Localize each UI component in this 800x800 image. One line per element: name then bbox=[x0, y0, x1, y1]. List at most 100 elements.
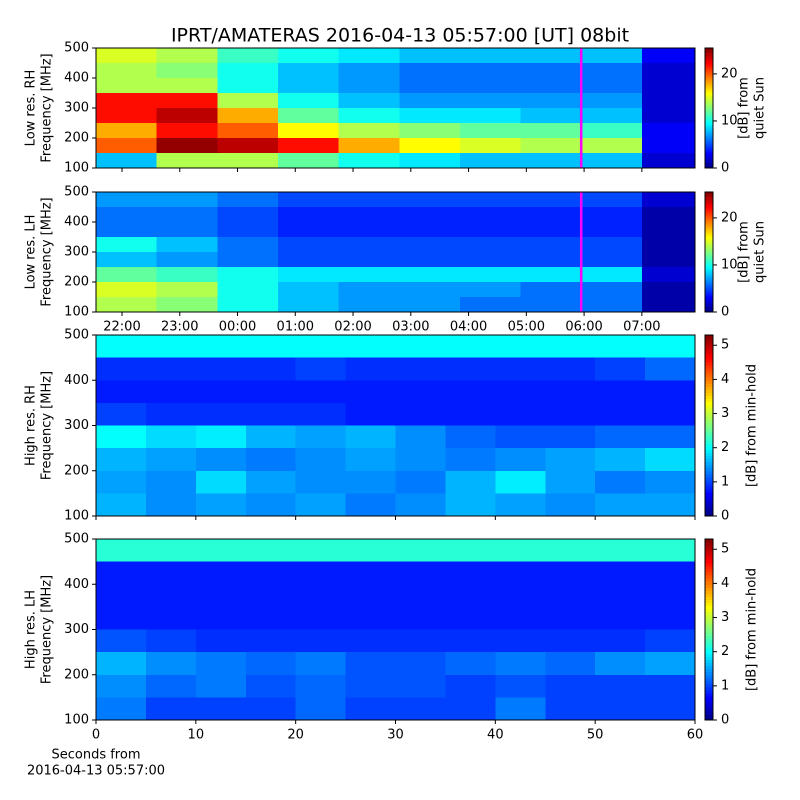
heatmap-cell bbox=[345, 561, 396, 585]
colorbar-segment bbox=[705, 374, 713, 378]
colorbar-segment bbox=[705, 304, 713, 307]
x-tick-label: 0 bbox=[92, 728, 100, 743]
colorbar-segment bbox=[705, 310, 713, 313]
heatmap-cell bbox=[641, 237, 695, 252]
heatmap-cell bbox=[245, 357, 296, 381]
heatmap-cell bbox=[217, 192, 278, 207]
y-tick-label: 400 bbox=[64, 71, 89, 86]
heatmap-cell bbox=[195, 470, 246, 494]
y-tick-label: 100 bbox=[64, 161, 89, 176]
colorbar-segment bbox=[705, 92, 713, 95]
heatmap-cell bbox=[520, 237, 582, 252]
heatmap-cell bbox=[145, 652, 196, 675]
heatmap-cell bbox=[295, 493, 346, 516]
colorbar-segment bbox=[705, 659, 713, 664]
colorbar-segment bbox=[705, 605, 713, 609]
colorbar-segment bbox=[705, 560, 713, 564]
heatmap-cell bbox=[295, 606, 346, 630]
colorbar-segment bbox=[705, 593, 713, 597]
colorbar-segment bbox=[705, 629, 713, 634]
y-tick-label: 500 bbox=[64, 532, 89, 547]
heatmap-cell bbox=[595, 448, 646, 471]
heatmap-cell bbox=[338, 93, 400, 108]
heatmap-cell bbox=[145, 448, 196, 471]
heatmap-cell bbox=[645, 652, 695, 675]
x-tick-label: 03:00 bbox=[392, 320, 429, 335]
colorbar-segment bbox=[705, 419, 713, 423]
colorbar-segment bbox=[705, 653, 713, 658]
heatmap-cell bbox=[245, 606, 296, 630]
heatmap-cell bbox=[459, 93, 521, 108]
colorbar-segment bbox=[705, 216, 713, 219]
heatmap-cell bbox=[495, 697, 546, 720]
colorbar-tick-label: 0 bbox=[721, 305, 729, 320]
colorbar-segment bbox=[705, 300, 713, 303]
heatmap-cell bbox=[545, 493, 596, 516]
heatmap-cell bbox=[581, 192, 642, 207]
heatmap-cell bbox=[156, 282, 218, 297]
colorbar-segment bbox=[705, 335, 713, 339]
heatmap-cell bbox=[399, 48, 460, 63]
heatmap-cell bbox=[445, 402, 496, 426]
heatmap-cell bbox=[277, 237, 339, 252]
heatmap-cell bbox=[277, 138, 339, 153]
colorbar-segment bbox=[705, 270, 713, 273]
heatmap-cell bbox=[545, 539, 596, 562]
heatmap-cell bbox=[277, 192, 339, 207]
heatmap-cell bbox=[445, 652, 496, 675]
colorbar-segment bbox=[705, 578, 713, 582]
heatmap-cell bbox=[156, 237, 218, 252]
heatmap-cell bbox=[96, 470, 146, 494]
heatmap-cell bbox=[545, 380, 596, 403]
y-tick-label: 400 bbox=[64, 215, 89, 230]
colorbar-segment bbox=[705, 407, 713, 411]
y-tick-label: 500 bbox=[64, 185, 89, 200]
heatmap-cell bbox=[295, 380, 346, 403]
heatmap-cell bbox=[217, 222, 278, 237]
heatmap-cell bbox=[545, 335, 596, 358]
colorbar-segment bbox=[705, 276, 713, 279]
heatmap-cell bbox=[520, 93, 582, 108]
heatmap-cell bbox=[96, 153, 157, 168]
heatmap-cell bbox=[145, 493, 196, 516]
colorbar-segment bbox=[705, 66, 713, 69]
colorbar-segment bbox=[705, 90, 713, 93]
heatmap-cell bbox=[641, 78, 695, 93]
heatmap-cell bbox=[156, 108, 218, 123]
heatmap-cell bbox=[495, 402, 546, 426]
colorbar-segment bbox=[705, 256, 713, 259]
heatmap-cell bbox=[399, 63, 460, 78]
heatmap-cell bbox=[495, 584, 546, 607]
heatmap-cell bbox=[395, 539, 446, 562]
colorbar-segment bbox=[705, 74, 713, 77]
heatmap-cell bbox=[295, 629, 346, 653]
colorbar-segment bbox=[705, 545, 713, 549]
heatmap-cell bbox=[399, 108, 460, 123]
colorbar-segment bbox=[705, 220, 713, 223]
heatmap-cell bbox=[545, 448, 596, 471]
heatmap-cell bbox=[581, 108, 642, 123]
heatmap-cell bbox=[245, 380, 296, 403]
colorbar-segment bbox=[705, 72, 713, 75]
heatmap-cell bbox=[595, 674, 646, 698]
heatmap-cell bbox=[295, 357, 346, 381]
heatmap-cell bbox=[217, 93, 278, 108]
heatmap-cell bbox=[399, 222, 460, 237]
heatmap-cell bbox=[445, 629, 496, 653]
colorbar-segment bbox=[705, 641, 713, 646]
colorbar-segment bbox=[705, 650, 713, 655]
heatmap-cell bbox=[399, 267, 460, 282]
heatmap-cell bbox=[520, 123, 582, 138]
heatmap-cell bbox=[545, 584, 596, 607]
colorbar-tick-label: 0 bbox=[721, 509, 729, 524]
heatmap-cell bbox=[245, 448, 296, 471]
heatmap-cell bbox=[581, 252, 642, 267]
heatmap-cell bbox=[399, 237, 460, 252]
colorbar-label: [dB] from bbox=[737, 77, 752, 139]
y-tick-label: 300 bbox=[64, 418, 89, 433]
colorbar-segment bbox=[705, 503, 713, 508]
colorbar-segment bbox=[705, 476, 713, 481]
heatmap-cell bbox=[295, 448, 346, 471]
colorbar-segment bbox=[705, 410, 713, 414]
